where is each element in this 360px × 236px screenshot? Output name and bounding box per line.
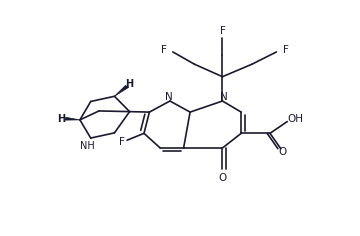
Text: N: N xyxy=(165,92,172,102)
Text: F: F xyxy=(220,26,225,36)
Polygon shape xyxy=(65,117,80,120)
Text: F: F xyxy=(283,45,288,55)
Text: NH: NH xyxy=(81,141,95,151)
Text: F: F xyxy=(119,137,125,147)
Text: H: H xyxy=(57,114,65,124)
Text: OH: OH xyxy=(287,114,303,124)
Text: N: N xyxy=(220,92,228,102)
Text: O: O xyxy=(279,147,287,157)
Text: O: O xyxy=(219,173,226,183)
Polygon shape xyxy=(114,85,129,96)
Text: F: F xyxy=(161,45,167,55)
Text: H: H xyxy=(126,79,134,89)
